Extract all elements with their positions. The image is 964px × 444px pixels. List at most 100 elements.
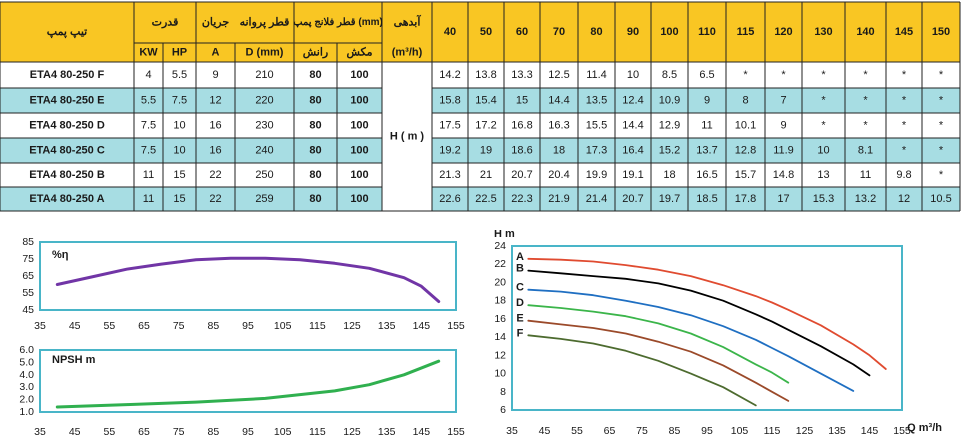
cell-suction: 100: [350, 69, 368, 81]
cell-head: 11: [701, 120, 712, 132]
series-label-A: A: [516, 251, 524, 263]
cell-head: 13: [817, 169, 829, 181]
cell-head: 16.3: [548, 120, 569, 132]
x-tick-label: 105: [274, 426, 292, 438]
x-tick-label: 125: [343, 320, 361, 332]
x-tick-label: 65: [138, 426, 150, 438]
y-tick-label: 6.0: [19, 344, 34, 356]
cell-head: 20.7: [622, 193, 643, 205]
table-row: [0, 187, 382, 211]
series-label-B: B: [516, 263, 524, 275]
y-tick-label: 8: [500, 386, 506, 398]
x-tick-label: 65: [604, 425, 616, 437]
cell-head: 11.9: [773, 145, 794, 157]
cell-head: 20.7: [511, 169, 532, 181]
cell-head: 19.2: [439, 145, 460, 157]
y-tick-label: 85: [22, 236, 34, 248]
x-tick-label: 105: [731, 425, 749, 437]
cell-diameter: 210: [255, 69, 273, 81]
cell-head: *: [939, 169, 944, 181]
x-tick-label: 155: [447, 320, 465, 332]
table-row: [432, 62, 960, 88]
y-tick-label: 55: [22, 287, 34, 299]
table-row: [0, 62, 382, 88]
unit-hp: HP: [172, 47, 187, 59]
cell-head: *: [821, 95, 826, 107]
y-tick-label: 12: [494, 349, 506, 361]
y-tick-label: 24: [494, 240, 506, 252]
cell-head: *: [821, 120, 826, 132]
header-flow: آبدهی: [394, 15, 422, 29]
cell-hp: 5.5: [172, 69, 187, 81]
cell-head: 9: [704, 95, 710, 107]
unit-flow: (m³/h): [392, 47, 423, 59]
flow-header-70: 70: [553, 26, 565, 38]
cell-head: 9: [780, 120, 786, 132]
cell-suction: 100: [350, 120, 368, 132]
cell-head: 13.7: [696, 145, 717, 157]
cell-head: 13.5: [586, 95, 607, 107]
cell-head: 15.3: [813, 193, 834, 205]
table-row: [432, 163, 960, 187]
x-tick-label: 75: [636, 425, 648, 437]
npsh-chart: 35 45 55 65 75 85 95 105 115 125 135 145 155 6.05.04.…: [19, 344, 465, 438]
x-tick-label: 65: [138, 320, 150, 332]
cell-head: *: [902, 120, 907, 132]
x-tick-label: 45: [69, 426, 81, 438]
cell-head: 18.6: [511, 145, 532, 157]
cell-hp: 10: [173, 120, 185, 132]
cell-model: ETA4 80-250 E: [29, 95, 104, 107]
cell-model: ETA4 80-250 D: [29, 120, 105, 132]
cell-diameter: 250: [255, 169, 273, 181]
cell-head: 17.8: [735, 193, 756, 205]
x-tick-label: 125: [796, 425, 814, 437]
cell-current: 16: [209, 120, 221, 132]
y-tick-label: 10: [494, 368, 506, 380]
series-line: [55, 359, 441, 409]
cell-current: 16: [209, 145, 221, 157]
cell-hp: 15: [173, 169, 185, 181]
y-tick-label: 22: [494, 258, 506, 270]
cell-kw: 5.5: [141, 95, 156, 107]
y-tick-label: 20: [494, 276, 506, 288]
cell-head: 19.1: [622, 169, 643, 181]
cell-head: 15.4: [475, 95, 496, 107]
unit-kw: KW: [139, 47, 158, 59]
cell-model: ETA4 80-250 C: [29, 145, 105, 157]
cell-head: 10.1: [735, 120, 756, 132]
header-impeller-dia: قطر پروانه: [240, 17, 290, 29]
unit-suction: مکش: [347, 47, 373, 59]
y-tick-label: 16: [494, 313, 506, 325]
cell-current: 22: [209, 193, 221, 205]
plot-frame: [39, 349, 457, 413]
table-row: [0, 138, 382, 163]
x-tick-label: 125: [343, 426, 361, 438]
x-tick-label: 35: [34, 426, 46, 438]
cell-head: 17.3: [586, 145, 607, 157]
unit-a: A: [212, 47, 220, 59]
x-tick-label: 115: [309, 426, 326, 438]
x-tick-label: 45: [539, 425, 551, 437]
cell-discharge: 80: [309, 120, 321, 132]
cell-head: *: [781, 69, 786, 81]
cell-head: 15.7: [735, 169, 756, 181]
series-line-E: [527, 319, 790, 402]
cell-head: 12.8: [735, 145, 756, 157]
series-line-B: [527, 269, 871, 377]
cell-head: 9.8: [896, 169, 911, 181]
cell-head: *: [863, 120, 868, 132]
cell-discharge: 80: [309, 95, 321, 107]
cell-current: 22: [209, 169, 221, 181]
x-tick-label: 135: [828, 425, 846, 437]
header-model: تیپ پمپ: [47, 26, 87, 38]
cell-discharge: 80: [309, 193, 321, 205]
x-tick-label: 145: [413, 426, 431, 438]
table-row: [0, 163, 382, 187]
cell-diameter: 230: [255, 120, 273, 132]
y-tick-label: 75: [22, 253, 34, 265]
cell-head: *: [939, 145, 944, 157]
series-line: [55, 256, 441, 303]
cell-head: *: [902, 95, 907, 107]
cell-kw: 11: [143, 193, 154, 205]
table-row: [432, 113, 960, 138]
